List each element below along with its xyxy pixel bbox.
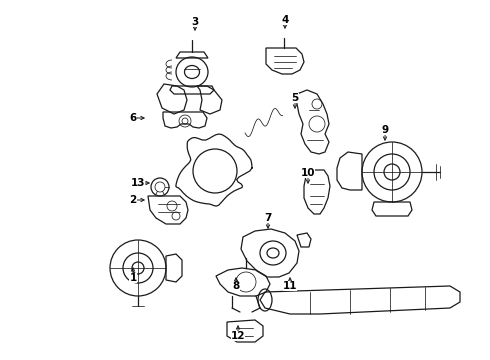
- Text: 9: 9: [381, 125, 389, 135]
- Text: 6: 6: [129, 113, 137, 123]
- Text: 8: 8: [232, 281, 240, 291]
- Text: 12: 12: [231, 331, 245, 341]
- Text: 10: 10: [301, 168, 315, 178]
- Text: 13: 13: [131, 178, 145, 188]
- Text: 3: 3: [192, 17, 198, 27]
- Text: 4: 4: [281, 15, 289, 25]
- Text: 11: 11: [283, 281, 297, 291]
- Text: 7: 7: [264, 213, 271, 223]
- Text: 2: 2: [129, 195, 137, 205]
- Text: 5: 5: [292, 93, 298, 103]
- Text: 1: 1: [129, 273, 137, 283]
